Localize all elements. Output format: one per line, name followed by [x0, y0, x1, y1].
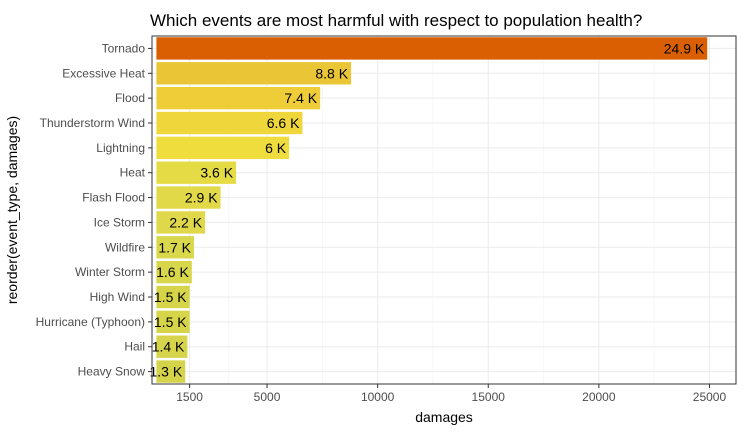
chart-title: Which events are most harmful with respe… [150, 11, 642, 30]
y-tick-label: Wildfire [105, 240, 145, 254]
x-axis: 1500 5000 10000 15000 20000 25000 [176, 384, 726, 404]
data-label: 6.6 K [267, 115, 300, 131]
bar [156, 161, 237, 184]
data-labels: 24.9 K 8.8 K 7.4 K 6.6 K 6 K 3.6 K 2.9 K 2.2 K 1… [149, 40, 704, 379]
bar [156, 211, 206, 234]
x-tick-label: 25000 [693, 390, 727, 404]
y-tick-label: Excessive Heat [62, 66, 145, 80]
plot-panel-border [151, 35, 737, 385]
y-tick-label: Hurricane (Typhoon) [36, 315, 145, 329]
x-tick-label: 1500 [176, 390, 203, 404]
data-label: 6 K [265, 140, 287, 156]
x-tick-label: 20000 [582, 390, 616, 404]
data-label: 3.6 K [200, 165, 233, 181]
y-tick-label: High Wind [90, 290, 145, 304]
bar [156, 186, 221, 209]
data-label: 1.5 K [154, 289, 187, 305]
y-tick-label: Flash Flood [82, 191, 145, 205]
data-label: 7.4 K [284, 90, 317, 106]
bar [156, 335, 188, 358]
x-tick-label: 10000 [361, 390, 395, 404]
y-tick-label: Tornado [102, 41, 146, 55]
y-tick-label: Lightning [96, 141, 145, 155]
data-label: 1.3 K [149, 364, 182, 380]
data-label: 1.5 K [154, 314, 187, 330]
y-tick-label: Thunderstorm Wind [40, 116, 145, 130]
y-tick-label: Hail [124, 340, 145, 354]
data-label: 1.4 K [152, 339, 185, 355]
y-axis-title: reorder(event_type, damages) [4, 116, 20, 304]
y-tick-label: Heat [120, 166, 146, 180]
data-label: 1.6 K [156, 264, 189, 280]
data-label: 2.9 K [185, 190, 218, 206]
bar [156, 236, 195, 259]
bar [156, 285, 190, 309]
data-label: 24.9 K [664, 40, 705, 56]
bar [156, 37, 708, 60]
bar [156, 111, 303, 135]
y-tick-label: Flood [115, 91, 145, 105]
data-label: 1.7 K [158, 239, 191, 255]
bar [156, 260, 192, 284]
x-tick-label: 15000 [472, 390, 506, 404]
bar [156, 86, 321, 110]
data-label: 8.8 K [315, 65, 348, 81]
y-axis: Tornado Excessive Heat Flood Thunderstorm W… [36, 41, 152, 379]
x-axis-title: damages [415, 409, 473, 425]
y-tick-label: Winter Storm [75, 265, 145, 279]
data-label: 2.2 K [169, 214, 202, 230]
bar [156, 310, 190, 334]
bars [156, 37, 708, 383]
bar [156, 62, 352, 85]
bar [156, 360, 186, 383]
x-tick-label: 5000 [254, 390, 281, 404]
y-tick-label: Ice Storm [94, 215, 145, 229]
y-tick-label: Heavy Snow [78, 365, 146, 379]
bar [156, 136, 290, 160]
